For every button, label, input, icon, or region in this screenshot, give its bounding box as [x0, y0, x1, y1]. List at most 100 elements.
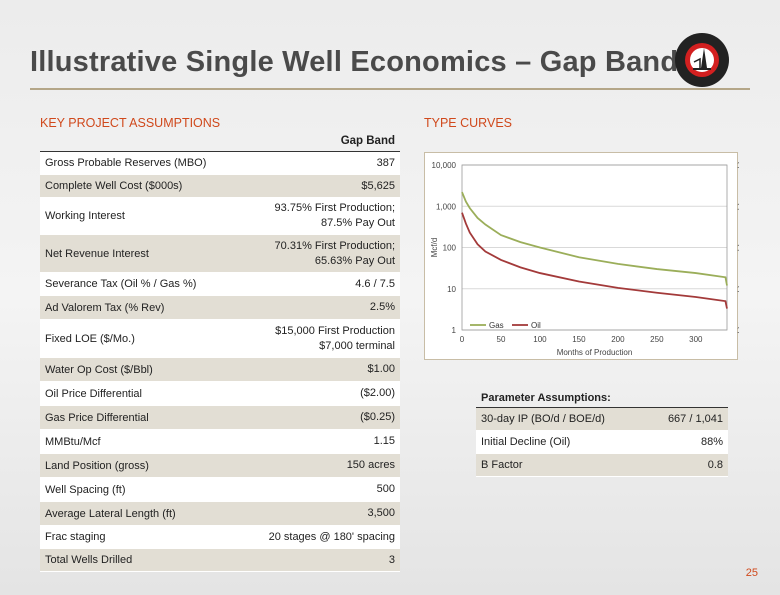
table-row: Working Interest 93.75% First Production;…	[40, 198, 400, 235]
series-line-oil	[461, 212, 728, 309]
parameter-heading: Parameter Assumptions:	[476, 392, 728, 408]
value-line: 20 stages @ 180' spacing	[268, 530, 395, 543]
row-label: Gross Probable Reserves (MBO)	[45, 157, 207, 169]
y-tick-label: 1,000	[436, 202, 457, 211]
x-tick-label: 0	[460, 335, 465, 344]
row-label: Average Lateral Length (ft)	[45, 507, 176, 520]
x-tick-label: 200	[611, 335, 625, 344]
table-row: Water Op Cost ($/Bbl) $1.00	[40, 358, 400, 382]
y2-tick-label: 10	[737, 285, 739, 294]
value-line: 4.6 / 7.5	[355, 277, 395, 290]
page-number: 25	[745, 567, 758, 579]
table-row: Average Lateral Length (ft) 3,500	[40, 502, 400, 526]
table-row: Complete Well Cost ($000s) $5,625	[40, 175, 400, 198]
value-line-2: 65.63% Pay Out	[314, 254, 395, 267]
x-tick-label: 50	[497, 335, 506, 344]
value-line: 3,500	[367, 507, 395, 519]
column-header: Gap Band	[40, 132, 400, 152]
y-tick-label: 10	[447, 285, 456, 294]
value-line: 1.15	[373, 435, 395, 447]
row-value: 1.15	[374, 434, 395, 449]
value-line: 2.5%	[369, 301, 395, 313]
row-value: 4.6 / 7.5	[355, 277, 395, 292]
table-row: Oil Price Differential ($2.00)	[40, 382, 400, 406]
page-title: Illustrative Single Well Economics – Gap…	[30, 46, 679, 78]
row-label: Oil Price Differential	[45, 387, 142, 400]
parameter-table: Parameter Assumptions: 30-day IP (BO/d /…	[476, 392, 728, 477]
table-row: Gas Price Differential ($0.25)	[40, 406, 400, 430]
value-line: ($0.25)	[360, 411, 395, 423]
table-row: Ad Valorem Tax (% Rev) 2.5%	[40, 296, 400, 320]
row-label: Gas Price Differential	[45, 411, 149, 424]
row-label: Frac staging	[45, 531, 106, 543]
row-label: Complete Well Cost ($000s)	[45, 180, 183, 192]
table-row: Well Spacing (ft) 500	[40, 478, 400, 502]
chart-svg: 1 1 10 10 100 100 1,000 1,000 10,000 10,000 0 50 100…	[430, 161, 762, 357]
type-curve-chart: 1 1 10 10 100 100 1,000 1,000 10,000 10,000 0 50 100…	[424, 152, 762, 360]
value-line: $15,000 First Production	[275, 324, 395, 337]
table-row: Land Position (gross) 150 acres	[40, 454, 400, 478]
row-label: Ad Valorem Tax (% Rev)	[45, 301, 165, 314]
value-line: $1.00	[367, 363, 395, 375]
row-value: 500	[377, 482, 395, 497]
row-label: MMBtu/Mcf	[45, 435, 101, 448]
value-line: ($2.00)	[360, 387, 395, 399]
row-label: Well Spacing (ft)	[45, 483, 126, 496]
y2-tick-label: 100	[737, 244, 739, 253]
row-label: 30-day IP (BO/d / BOE/d)	[481, 413, 605, 425]
value-line: 70.31% First Production;	[274, 239, 395, 252]
parameter-row: 30-day IP (BO/d / BOE/d) 667 / 1,041	[476, 408, 728, 431]
row-value: $1.00	[367, 362, 395, 377]
type-curves-heading: TYPE CURVES	[424, 116, 512, 130]
row-label: Fixed LOE ($/Mo.)	[45, 332, 135, 345]
y-axis-label: Mcf/d	[430, 238, 439, 258]
company-logo	[675, 33, 729, 87]
row-label: Severance Tax (Oil % / Gas %)	[45, 278, 197, 290]
row-value: $5,625	[361, 179, 395, 194]
row-value: 0.8	[707, 458, 723, 471]
row-label: Working Interest	[45, 210, 125, 222]
row-value: ($2.00)	[360, 386, 395, 401]
row-label: Total Wells Drilled	[45, 554, 133, 566]
row-value: 70.31% First Production; 65.63% Pay Out	[275, 239, 395, 269]
table-row: Frac staging 20 stages @ 180' spacing	[40, 526, 400, 549]
x-tick-label: 300	[689, 335, 703, 344]
table-row: Total Wells Drilled 3	[40, 549, 400, 572]
legend-label: Oil	[531, 321, 541, 330]
table-row: Gross Probable Reserves (MBO) 387	[40, 152, 400, 175]
x-tick-label: 150	[572, 335, 586, 344]
row-label: Water Op Cost ($/Bbl)	[45, 363, 153, 376]
row-value: ($0.25)	[360, 410, 395, 425]
row-value: 3,500	[367, 506, 395, 521]
row-label: Initial Decline (Oil)	[481, 436, 571, 448]
row-value: $15,000 First Production $7,000 terminal	[275, 324, 395, 354]
row-label: Land Position (gross)	[45, 459, 149, 472]
y-tick-label: 1	[452, 326, 457, 335]
plot-area	[461, 164, 728, 331]
y2-tick-label: 1	[737, 326, 739, 335]
parameter-row: Initial Decline (Oil) 88%	[476, 431, 728, 454]
row-value: 93.75% First Production; 87.5% Pay Out	[275, 201, 395, 231]
x-tick-label: 250	[650, 335, 664, 344]
table-row: Net Revenue Interest 70.31% First Product…	[40, 235, 400, 273]
value-line: 500	[376, 483, 395, 495]
y-tick-label: 100	[443, 244, 457, 253]
value-line: $5,625	[361, 179, 395, 192]
legend-label: Gas	[489, 321, 504, 330]
x-tick-label: 100	[533, 335, 547, 344]
value-line: 150 acres	[346, 459, 395, 471]
value-line-2: $7,000 terminal	[319, 339, 395, 352]
row-value: 3	[389, 553, 395, 568]
row-value: 387	[377, 156, 395, 171]
row-value: 2.5%	[370, 300, 395, 315]
value-line: 3	[388, 553, 395, 566]
assumptions-table: Gap Band Gross Probable Reserves (MBO) 38…	[40, 132, 400, 572]
row-value: 20 stages @ 180' spacing	[269, 530, 395, 545]
y2-tick-label: 10,000	[737, 161, 739, 170]
table-row: MMBtu/Mcf 1.15	[40, 430, 400, 454]
row-label: B Factor	[481, 459, 523, 471]
title-divider	[30, 88, 750, 90]
x-axis-label: Months of Production	[557, 348, 633, 357]
value-line: 93.75% First Production;	[274, 202, 395, 214]
value-line: 387	[376, 156, 395, 169]
